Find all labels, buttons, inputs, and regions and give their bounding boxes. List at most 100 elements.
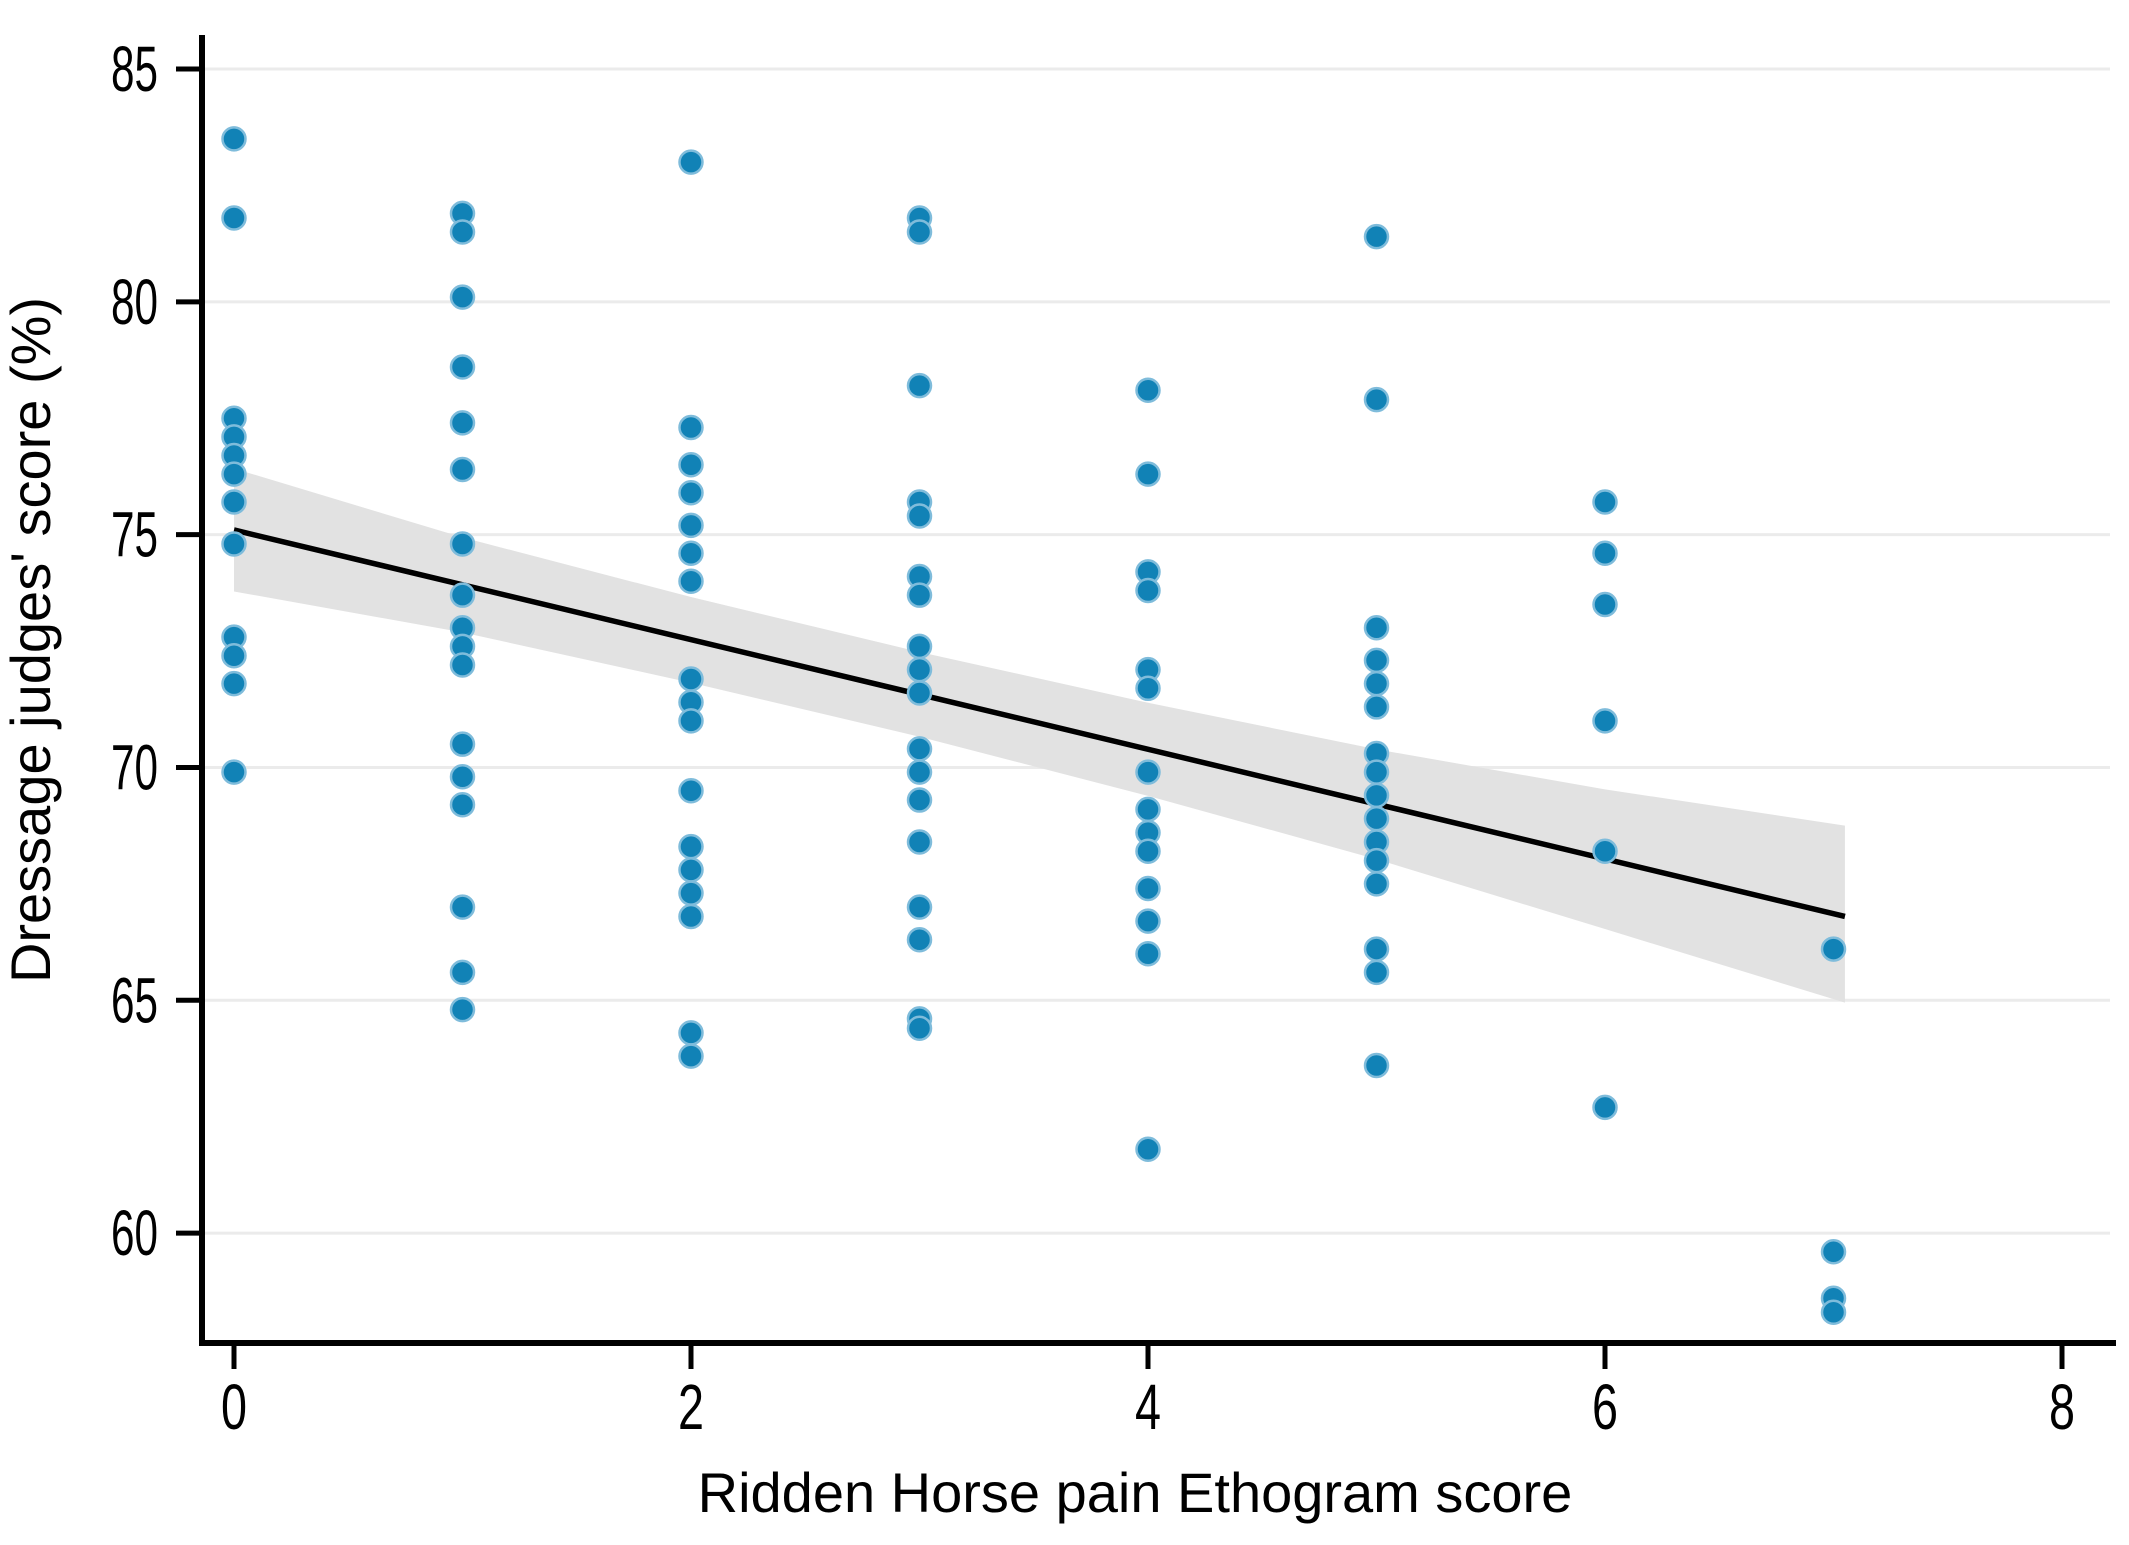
data-points xyxy=(221,126,1847,1326)
data-point xyxy=(1135,377,1161,404)
data-point xyxy=(221,642,247,669)
axes xyxy=(199,35,2116,1346)
data-point xyxy=(449,531,476,557)
data-point xyxy=(906,680,933,706)
data-point xyxy=(1135,461,1161,487)
data-point xyxy=(1363,782,1390,809)
confidence-band xyxy=(233,468,1845,1003)
data-point xyxy=(1135,940,1161,967)
data-point xyxy=(1363,759,1390,785)
data-point xyxy=(678,149,704,175)
data-point xyxy=(221,205,247,231)
data-point xyxy=(906,927,933,953)
y-tick-label-60: 60 xyxy=(111,1197,158,1269)
data-point xyxy=(1592,708,1618,734)
data-point xyxy=(678,708,704,734)
data-point xyxy=(678,833,704,860)
data-point xyxy=(1363,647,1390,674)
y-tick-label-75: 75 xyxy=(111,499,158,571)
data-point xyxy=(906,736,933,762)
data-point xyxy=(678,452,704,478)
data-point xyxy=(1592,591,1618,618)
data-point xyxy=(678,1020,704,1046)
data-point xyxy=(449,996,476,1023)
data-point xyxy=(678,666,704,692)
fit-line xyxy=(233,527,1846,920)
data-point xyxy=(449,894,476,920)
data-point xyxy=(1363,670,1390,697)
data-point xyxy=(906,633,933,660)
data-point xyxy=(1363,959,1390,986)
data-point xyxy=(1820,1299,1847,1326)
data-point xyxy=(906,219,933,245)
data-point xyxy=(678,479,704,506)
data-point xyxy=(1363,871,1390,897)
data-point xyxy=(906,759,933,785)
data-point xyxy=(1363,1052,1390,1079)
data-point xyxy=(1363,847,1390,874)
ci-band-area xyxy=(233,468,1845,1003)
regression-line xyxy=(233,527,1846,920)
gridlines xyxy=(202,67,2110,1235)
data-point xyxy=(221,461,247,487)
data-point xyxy=(1363,223,1390,250)
data-point xyxy=(678,1043,704,1069)
x-tick-label-2: 2 xyxy=(678,1371,704,1443)
x-tick-label-0: 0 xyxy=(221,1371,247,1443)
y-tick-label-70: 70 xyxy=(111,731,158,803)
tick-marks xyxy=(176,66,2065,1369)
data-point xyxy=(449,219,476,245)
x-tick-label-6: 6 xyxy=(1592,1371,1618,1443)
data-point xyxy=(1592,540,1618,567)
data-point xyxy=(449,731,476,757)
data-point xyxy=(1135,577,1161,604)
data-point xyxy=(221,670,247,697)
data-point xyxy=(906,656,933,683)
data-point xyxy=(221,489,247,515)
data-point xyxy=(449,652,476,678)
data-point xyxy=(1363,694,1390,720)
x-tick-label-4: 4 xyxy=(1135,1371,1161,1443)
y-tick-label-85: 85 xyxy=(111,33,158,105)
data-point xyxy=(449,456,476,483)
data-point xyxy=(1135,675,1161,702)
y-tick-label-80: 80 xyxy=(111,266,158,338)
data-point xyxy=(1820,1238,1847,1265)
data-point xyxy=(449,959,476,986)
data-point xyxy=(906,582,933,608)
data-point xyxy=(449,764,476,790)
data-point xyxy=(906,503,933,529)
data-point xyxy=(1135,875,1161,902)
data-point xyxy=(1820,936,1847,962)
y-tick-label-65: 65 xyxy=(111,964,158,1036)
data-point xyxy=(678,568,704,594)
data-point xyxy=(1135,838,1161,865)
data-point xyxy=(1592,1094,1618,1121)
data-point xyxy=(906,894,933,920)
data-point xyxy=(678,777,704,804)
data-point xyxy=(906,829,933,855)
data-point xyxy=(1135,759,1161,785)
data-point xyxy=(221,126,247,152)
data-point xyxy=(906,787,933,813)
data-point xyxy=(1592,489,1618,515)
data-point xyxy=(1363,936,1390,962)
data-point xyxy=(678,414,704,441)
data-point xyxy=(678,903,704,930)
data-point xyxy=(678,512,704,539)
data-point xyxy=(221,531,247,557)
data-point xyxy=(678,857,704,883)
data-point xyxy=(449,354,476,380)
data-point xyxy=(449,284,476,310)
data-point xyxy=(1363,805,1390,832)
data-point xyxy=(906,1015,933,1041)
data-point xyxy=(1363,386,1390,413)
data-point xyxy=(1135,796,1161,823)
data-point xyxy=(1135,1136,1161,1163)
data-point xyxy=(449,791,476,818)
data-point xyxy=(678,880,704,906)
data-point xyxy=(449,410,476,436)
data-point xyxy=(221,759,247,785)
